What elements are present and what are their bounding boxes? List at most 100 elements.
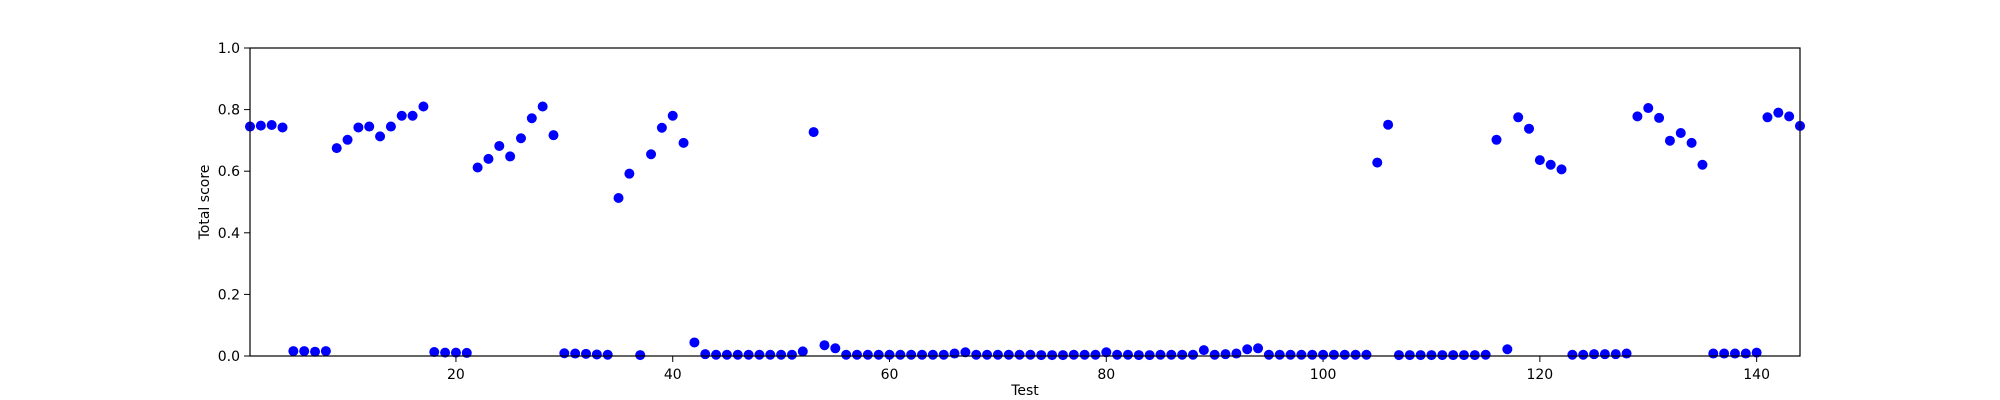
data-point [1632, 111, 1643, 122]
data-point [1567, 349, 1578, 360]
data-point [320, 346, 331, 357]
data-point [418, 101, 429, 112]
data-point [1328, 349, 1339, 360]
data-point [353, 122, 364, 133]
data-point [396, 110, 407, 121]
data-point [570, 348, 581, 359]
data-point [266, 120, 277, 130]
data-point [494, 140, 505, 151]
data-point [776, 349, 787, 360]
data-point [288, 346, 299, 357]
data-point [1556, 164, 1567, 175]
data-point [1599, 349, 1610, 360]
data-point [1545, 159, 1556, 170]
data-point [1589, 349, 1600, 360]
data-point [1307, 349, 1318, 360]
data-point [1664, 135, 1675, 146]
y-tick-label: 0.4 [218, 226, 240, 242]
data-point [1133, 350, 1144, 361]
data-point [472, 162, 483, 173]
data-point [1285, 349, 1296, 360]
data-point [1242, 344, 1253, 355]
data-point [1036, 350, 1047, 361]
data-point [1166, 349, 1177, 360]
data-point [1220, 349, 1231, 360]
x-tick-label: 140 [1743, 367, 1770, 383]
data-point [873, 349, 884, 360]
data-point [732, 349, 743, 360]
data-point [1318, 349, 1329, 360]
data-point [1437, 350, 1448, 361]
data-point [808, 127, 819, 138]
data-point [1502, 344, 1513, 355]
data-point [1729, 348, 1740, 359]
data-point [1480, 349, 1491, 360]
data-point [1654, 112, 1665, 123]
data-point [1361, 349, 1372, 360]
data-point [851, 349, 862, 360]
data-point [1253, 343, 1264, 354]
data-point [646, 149, 657, 160]
y-axis-ticks: 0.0 0.2 0.4 0.6 0.8 1.0 [218, 41, 250, 365]
x-tick-label: 60 [881, 367, 899, 383]
plot-frame [249, 47, 1801, 357]
data-point [1773, 107, 1784, 118]
data-point [992, 349, 1003, 360]
data-point [711, 349, 722, 360]
data-point [1155, 349, 1166, 360]
data-point [1296, 349, 1307, 360]
y-tick-label: 0.0 [218, 349, 240, 365]
data-point [1079, 349, 1090, 360]
data-point [1513, 112, 1524, 123]
data-point [700, 349, 711, 360]
data-point [1090, 349, 1101, 360]
y-tick-label: 0.8 [218, 103, 240, 119]
data-point [1263, 349, 1274, 360]
data-point [407, 110, 418, 121]
data-point [1198, 345, 1209, 356]
data-point [1426, 350, 1437, 361]
data-point [1524, 123, 1535, 134]
data-point [689, 337, 700, 348]
data-point [537, 101, 548, 112]
data-point [1458, 350, 1469, 361]
data-point [375, 131, 386, 142]
data-point [797, 346, 808, 357]
data-point [515, 133, 526, 144]
data-point [277, 122, 288, 133]
data-point [624, 168, 635, 179]
data-point [1188, 349, 1199, 360]
data-point [1404, 350, 1415, 361]
data-point [581, 348, 592, 359]
data-point [1014, 349, 1025, 360]
data-point [895, 349, 906, 360]
data-point [364, 121, 375, 132]
data-point [1621, 348, 1632, 359]
data-point [591, 349, 602, 360]
data-point [906, 349, 917, 360]
data-point [960, 347, 971, 358]
data-point [483, 153, 494, 164]
data-point [754, 349, 765, 360]
data-point [331, 143, 342, 154]
data-point [1697, 159, 1708, 170]
data-point [786, 349, 797, 360]
data-point [1003, 349, 1014, 360]
data-point [1274, 349, 1285, 360]
data-point [1708, 348, 1719, 359]
y-tick-label: 0.6 [218, 164, 240, 180]
data-point [505, 151, 516, 162]
data-point [667, 110, 678, 121]
data-point [938, 349, 949, 360]
data-point [830, 343, 841, 354]
data-point [1448, 350, 1459, 361]
data-point [310, 346, 321, 357]
data-point [255, 120, 266, 131]
data-point [1686, 137, 1697, 148]
data-point [440, 347, 451, 358]
data-point [917, 349, 928, 360]
data-point [1784, 111, 1795, 122]
data-point [1491, 134, 1502, 145]
